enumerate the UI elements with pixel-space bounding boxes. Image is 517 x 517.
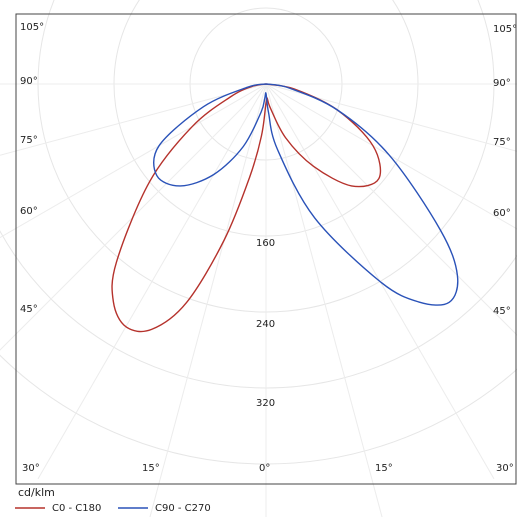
- grid-spoke: [0, 83, 267, 239]
- angle-tick-right: 90°: [493, 78, 511, 89]
- grid-spoke: [265, 83, 517, 336]
- grid-spoke: [37, 83, 267, 480]
- angle-tick-right: 105°: [493, 24, 517, 35]
- angle-tick-left: 90°: [20, 76, 38, 87]
- angle-tick-right: 45°: [493, 306, 511, 317]
- angle-tick-left: 75°: [20, 135, 38, 146]
- series-line-c0-c180: [111, 83, 382, 333]
- grid-spoke: [265, 83, 383, 517]
- legend: cd/klm C0 - C180 C90 - C270: [15, 486, 211, 514]
- legend-label: C90 - C270: [155, 503, 211, 514]
- grid-spoke: [0, 83, 267, 351]
- angle-tick-left: 45°: [20, 304, 38, 315]
- series-line-c90-c270: [153, 83, 459, 306]
- grid-spoke: [0, 83, 267, 156]
- angle-tick-right: 60°: [493, 208, 511, 219]
- grid-spoke: [265, 83, 517, 152]
- grid-spoke: [265, 83, 517, 230]
- intensity-curves: [111, 83, 459, 333]
- radial-tick-label: 240: [256, 319, 275, 330]
- angle-tick-bottom: 0°: [259, 463, 270, 474]
- angle-tick-bottom: 15°: [142, 463, 160, 474]
- radial-tick-label: 160: [256, 238, 275, 249]
- unit-label: cd/klm: [18, 486, 55, 499]
- angle-tick-right: 75°: [493, 137, 511, 148]
- angle-tick-bottom: 30°: [496, 463, 514, 474]
- radial-tick-labels: 160 240 320: [256, 238, 275, 409]
- radial-tick-label: 320: [256, 398, 275, 409]
- angle-tick-labels: 105° 90° 75° 60° 45° 105° 90° 75° 60° 45° 30° 15° 0°…: [20, 22, 517, 474]
- angle-tick-bottom: 30°: [22, 463, 40, 474]
- angle-tick-left: 105°: [20, 22, 44, 33]
- angle-tick-left: 60°: [20, 206, 38, 217]
- legend-label: C0 - C180: [52, 503, 101, 514]
- plot-frame: [15, 13, 517, 485]
- angle-tick-bottom: 15°: [375, 463, 393, 474]
- grid-spoke: [149, 83, 267, 517]
